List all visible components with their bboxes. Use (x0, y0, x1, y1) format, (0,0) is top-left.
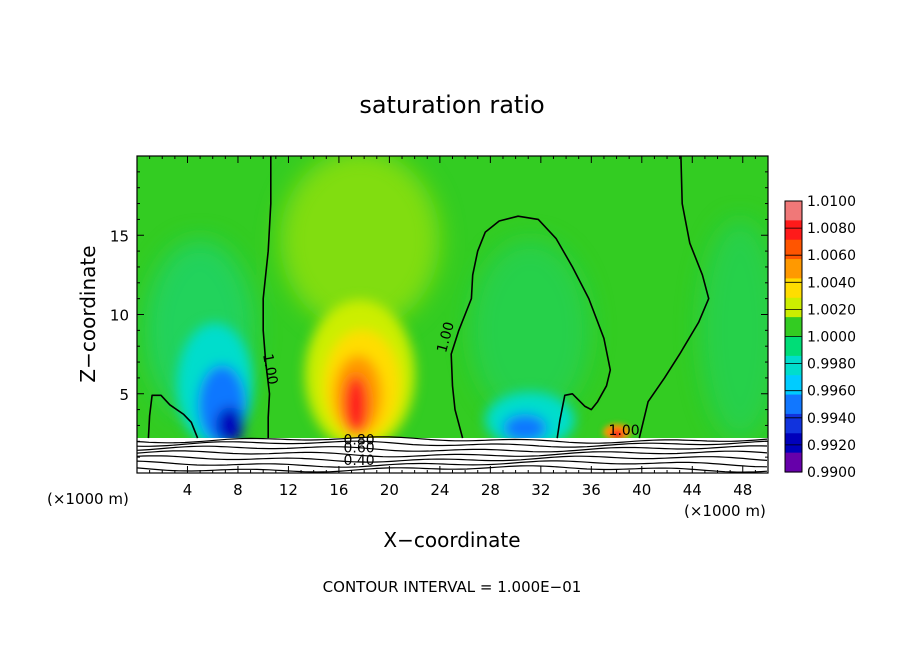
surface-contour (137, 440, 768, 448)
colorbar-label: 0.9940 (807, 411, 856, 427)
y-tick-label: 5 (119, 386, 129, 404)
contour-label: 0.60 (344, 440, 375, 456)
colorbar: 1.0100 1.0080 1.0060 1.0040 1.0020 1.0000 0.99… (784, 194, 856, 481)
x-tick-label: 36 (582, 481, 601, 499)
colorbar-swatch (785, 220, 802, 241)
surface-contour (137, 455, 768, 463)
colorbar-label: 1.0040 (807, 275, 856, 291)
colorbar-label: 1.0060 (807, 248, 856, 264)
y-tick-label: 10 (110, 307, 129, 325)
contour-line-center (450, 215, 612, 439)
surface-contour (137, 465, 768, 473)
shading-far-right (700, 220, 768, 440)
surface-contours (137, 436, 768, 473)
contour-line-left (262, 156, 272, 439)
moist-center-red (344, 375, 368, 435)
colorbar-label: 1.0080 (807, 221, 856, 237)
chart-title: saturation ratio (359, 91, 544, 119)
colorbar-swatch (785, 433, 802, 454)
x-tick-label: 32 (531, 481, 550, 499)
x-tick-label: 44 (683, 481, 702, 499)
plot-area (137, 156, 768, 473)
colorbar-label: 0.9920 (807, 438, 856, 454)
y-tick-label: 15 (110, 227, 129, 245)
surface-contour (137, 445, 768, 453)
moist-center-plume (305, 300, 415, 450)
contour-lines (147, 156, 710, 439)
shading-upper-center (280, 156, 440, 330)
x-axis-unit-left: (×1000 m) (47, 490, 129, 508)
colorbar-swatch (785, 452, 802, 473)
colorbar-swatch (785, 413, 802, 434)
contour-label: 0.40 (344, 453, 375, 469)
colorbar-swatch (785, 317, 802, 338)
contour-label: 1.00 (609, 423, 640, 439)
contour-labels: 1.00 1.00 1.00 0.800.600.40 (259, 320, 640, 469)
contour-line-left-lobe (147, 394, 199, 439)
surface-contour (137, 460, 768, 468)
dry-left-plume (177, 323, 253, 447)
x-tick-label: 40 (632, 481, 651, 499)
colorbar-swatch (785, 239, 802, 260)
colorbar-swatch (785, 394, 802, 415)
colorbar-label: 1.0100 (807, 194, 856, 210)
x-axis-ticks: 4 8 12 16 20 24 28 32 36 40 44 48 (149, 156, 756, 499)
x-tick-label: 20 (380, 481, 399, 499)
y-axis-label: Z−coordinate (76, 245, 100, 382)
x-tick-label: 24 (430, 481, 449, 499)
colorbar-swatch (785, 278, 802, 299)
dry-left-core (216, 407, 244, 443)
colorbar-swatch (785, 336, 802, 357)
x-axis-unit-right: (×1000 m) (684, 502, 766, 520)
surface-contour (137, 436, 768, 444)
colorbar-swatch (785, 355, 802, 376)
contour-line-right-loop (638, 156, 710, 439)
contour-interval-footer: CONTOUR INTERVAL = 1.000E−01 (323, 578, 582, 596)
contour-label: 1.00 (259, 353, 280, 386)
dry-center-core (503, 414, 547, 442)
contour-label: 1.00 (434, 320, 458, 354)
colorbar-label: 0.9960 (807, 384, 856, 400)
colorbar-label: 1.0000 (807, 330, 856, 346)
x-tick-label: 48 (733, 481, 752, 499)
shading-right-loop (470, 240, 590, 420)
y-axis-ticks: 5 10 15 (110, 171, 768, 458)
x-axis-label: X−coordinate (383, 528, 520, 552)
moist-right-spot (603, 424, 631, 440)
x-tick-label: 4 (183, 481, 193, 499)
colorbar-label: 0.9980 (807, 357, 856, 373)
moist-right-core (610, 429, 624, 439)
colorbar-swatch (785, 297, 802, 318)
colorbar-swatch (785, 201, 802, 221)
colorbar-label: 1.0020 (807, 302, 856, 318)
x-tick-label: 16 (329, 481, 348, 499)
colorbar-label: 0.9900 (807, 465, 856, 481)
colorbar-swatch (785, 259, 802, 280)
surface-contour (137, 450, 768, 458)
contour-label: 0.80 (344, 432, 375, 448)
colorbar-swatch (785, 375, 802, 396)
dry-center-plume (485, 392, 575, 448)
x-tick-label: 8 (233, 481, 243, 499)
x-tick-label: 12 (279, 481, 298, 499)
x-tick-label: 28 (481, 481, 500, 499)
